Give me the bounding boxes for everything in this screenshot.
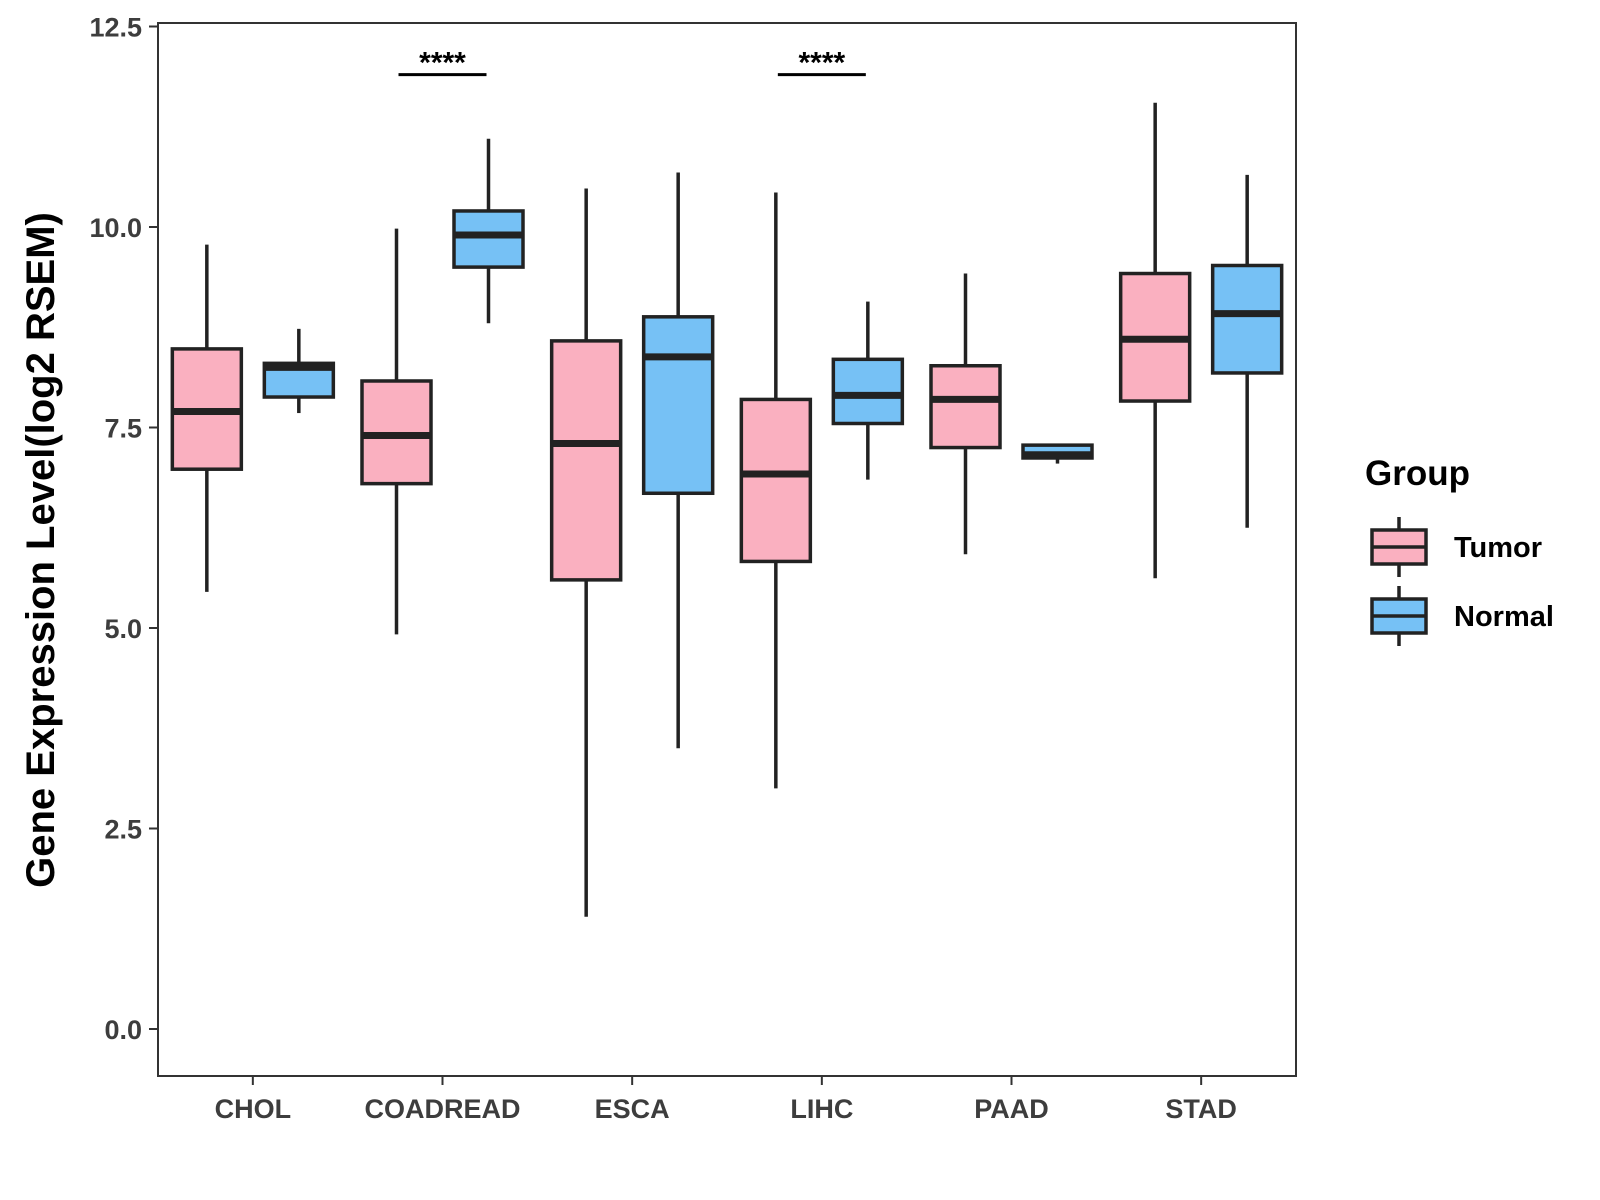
box-tumor-esca — [549, 188, 623, 917]
significance-label: **** — [419, 47, 466, 80]
box-tumor-lihc — [739, 192, 813, 789]
legend: Group Tumor Normal — [1365, 454, 1554, 646]
box-normal-paad — [1021, 443, 1094, 464]
box-tumor-stad — [1118, 102, 1192, 579]
box-tumor-coadread — [360, 228, 433, 635]
legend-label-tumor: Tumor — [1454, 532, 1542, 564]
box-tumor-chol — [170, 244, 244, 592]
x-tick-label: LIHC — [790, 1094, 853, 1124]
y-tick-label: 2.5 — [104, 815, 142, 845]
legend-title: Group — [1365, 454, 1470, 493]
y-tick-label: 12.5 — [89, 13, 142, 43]
y-axis: 0.0 2.5 5.0 7.5 10.0 12.5 — [89, 13, 159, 1076]
legend-key-tumor — [1370, 517, 1428, 577]
y-tick-label: 0.0 — [104, 1015, 142, 1045]
y-tick-label: 5.0 — [104, 614, 142, 644]
box-iqr — [1210, 263, 1284, 375]
plot-panel — [157, 22, 1297, 1077]
box-normal-esca — [641, 172, 715, 749]
box-iqr — [739, 397, 813, 564]
box-iqr — [831, 357, 905, 426]
x-axis: CHOL COADREAD ESCA LIHC PAAD STAD — [215, 1076, 1237, 1124]
x-tick-label: STAD — [1165, 1094, 1237, 1124]
box-normal-lihc — [831, 301, 905, 480]
significance-annotations: **** **** — [398, 47, 866, 80]
box-group — [170, 102, 1284, 917]
box-iqr — [549, 339, 623, 582]
y-axis-title: Gene Expression Level(log2 RSEM) — [19, 212, 63, 888]
significance-label: **** — [798, 47, 845, 80]
box-iqr — [452, 209, 525, 269]
box-normal-stad — [1210, 174, 1284, 528]
box-normal-chol — [262, 328, 336, 414]
box-tumor-paad — [929, 273, 1002, 555]
x-tick-label: COADREAD — [364, 1094, 520, 1124]
legend-key-normal — [1370, 586, 1428, 646]
box-iqr — [929, 363, 1002, 450]
y-tick-label: 7.5 — [104, 414, 142, 444]
x-tick-label: ESCA — [595, 1094, 670, 1124]
x-tick-label: PAAD — [974, 1094, 1049, 1124]
box-normal-coadread — [452, 138, 525, 324]
legend-label-normal: Normal — [1454, 601, 1554, 633]
x-tick-label: CHOL — [215, 1094, 292, 1124]
y-tick-label: 10.0 — [89, 213, 142, 243]
box-iqr — [641, 315, 715, 496]
